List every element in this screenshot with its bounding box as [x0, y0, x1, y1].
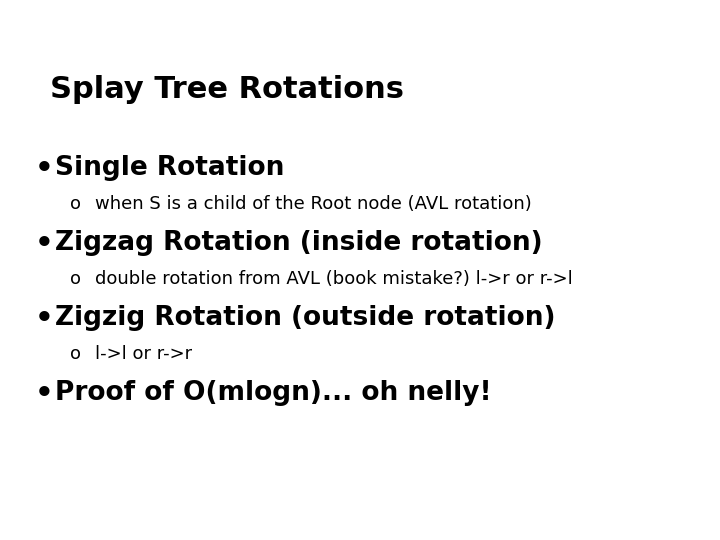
Text: •: • [35, 305, 54, 333]
Text: l->l or r->r: l->l or r->r [95, 345, 192, 363]
Text: Splay Tree Rotations: Splay Tree Rotations [50, 75, 404, 104]
Text: Zigzig Rotation (outside rotation): Zigzig Rotation (outside rotation) [55, 305, 556, 331]
Text: •: • [35, 155, 54, 183]
Text: o: o [70, 195, 81, 213]
Text: o: o [70, 345, 81, 363]
Text: •: • [35, 230, 54, 258]
Text: Single Rotation: Single Rotation [55, 155, 284, 181]
Text: double rotation from AVL (book mistake?) l->r or r->l: double rotation from AVL (book mistake?)… [95, 270, 572, 288]
Text: o: o [70, 270, 81, 288]
Text: Zigzag Rotation (inside rotation): Zigzag Rotation (inside rotation) [55, 230, 543, 256]
Text: Proof of O(mlogn)... oh nelly!: Proof of O(mlogn)... oh nelly! [55, 380, 492, 406]
Text: •: • [35, 380, 54, 408]
Text: when S is a child of the Root node (AVL rotation): when S is a child of the Root node (AVL … [95, 195, 532, 213]
